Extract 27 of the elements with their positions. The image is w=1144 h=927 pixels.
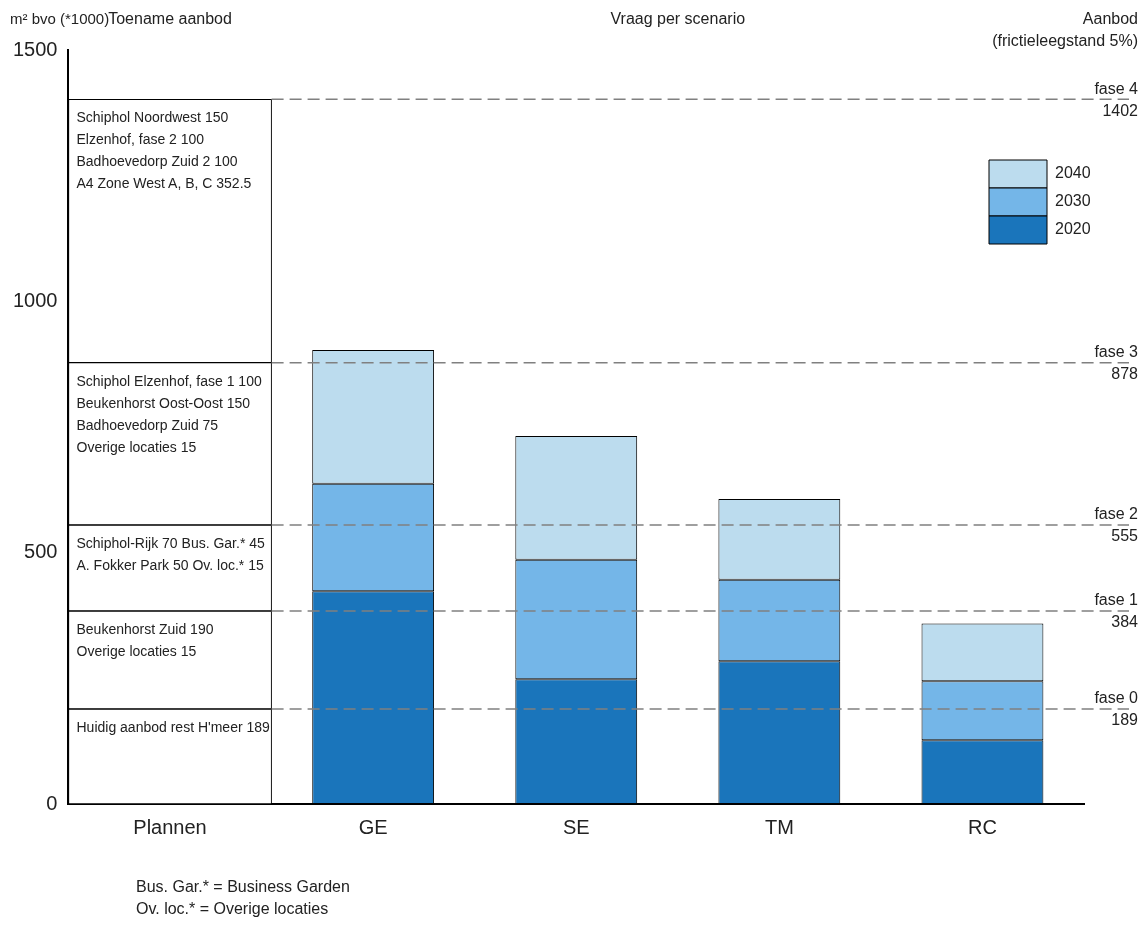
legend-label: 2030 xyxy=(1055,192,1091,210)
y-tick-label: 1500 xyxy=(12,37,58,60)
annotation: Schiphol-Rijk 70 Bus. Gar.* 45 A. Fokker Park 50 Ov. loc.* 15 xyxy=(76,534,266,573)
x-tick-label: TM xyxy=(764,815,794,838)
ref-line-label: fase 2 555 xyxy=(1094,505,1139,545)
x-tick-label: SE xyxy=(562,815,590,838)
y-tick-label: 500 xyxy=(24,540,58,563)
annotation: Beukenhorst Zuid 190 Overige locaties 15 xyxy=(76,620,214,659)
legend-label: 2040 xyxy=(1055,164,1091,182)
text: Bus. Gar.* = Business Garden xyxy=(136,878,350,896)
y-tick-label: 0 xyxy=(46,791,58,814)
annotation: Aanbod (frictieleegstand 5%) xyxy=(992,10,1138,50)
legend-label: 2020 xyxy=(1055,220,1091,238)
text: Ov. loc.* = Overige locaties xyxy=(136,900,329,918)
annotation: Schiphol Noordwest 150 Elzenhof, fase 2 100 Badhoevedorp Zuid 2 100 A4 Zone West A, B, C 352.5 xyxy=(76,109,252,192)
annotation: Huidig aanbod rest H'meer 189 xyxy=(76,718,271,735)
ref-line-label: fase 0 189 xyxy=(1094,689,1139,729)
x-tick-label: GE xyxy=(358,815,388,838)
text: Vraag per scenario xyxy=(610,10,746,28)
ref-line-label: fase 4 1402 xyxy=(1094,79,1139,119)
ref-line-label: fase 1 384 xyxy=(1094,591,1139,631)
text: Toename aanbod xyxy=(108,10,232,28)
ref-line-label: fase 3 878 xyxy=(1094,343,1139,383)
annotation: Schiphol Elzenhof, fase 1 100 Beukenhorst Oost-Oost 150 Badhoevedorp Zuid 75 Overige locaties 15 xyxy=(76,372,262,455)
x-tick-label: RC xyxy=(968,815,997,838)
y-tick-label: 1000 xyxy=(12,288,58,311)
x-tick-label: Plannen xyxy=(133,815,207,838)
